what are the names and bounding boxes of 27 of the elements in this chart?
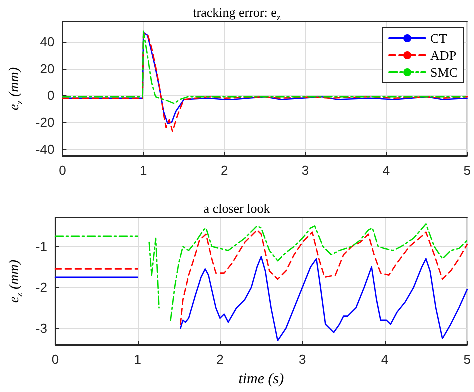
legend-label: SMC (430, 65, 458, 80)
x-tick-label: 2 (216, 352, 224, 367)
y-tick-label: 40 (40, 34, 55, 50)
x-tick-label: 5 (464, 352, 471, 367)
y-tick-label: -1 (36, 239, 48, 254)
y-tick-label: -2 (36, 280, 48, 296)
y-tick-label: 20 (40, 61, 55, 76)
legend-label: ADP (430, 48, 457, 63)
x-tick-label: 4 (381, 352, 389, 367)
x-tick-label: 5 (464, 163, 471, 178)
x-tick-label: 0 (59, 163, 66, 178)
y-tick-label: -20 (36, 115, 55, 130)
x-tick-label: 1 (134, 352, 142, 367)
x-axis-title: time (s) (238, 372, 284, 388)
y-tick-label: 0 (47, 88, 55, 104)
x-tick-label: 3 (298, 352, 306, 367)
x-tick-label: 2 (220, 163, 228, 178)
x-tick-label: 4 (382, 163, 390, 178)
legend-label: CT (430, 31, 448, 46)
y-tick-label: -3 (36, 321, 48, 336)
y-tick-label: -40 (36, 142, 55, 157)
x-tick-label: 1 (140, 163, 148, 178)
line-series (62, 30, 468, 104)
y-axis-title: ez (mm) (8, 260, 26, 304)
y-axis-title: ez (mm) (8, 67, 26, 111)
chart-title: a closer look (204, 201, 271, 216)
x-tick-label: 3 (302, 163, 310, 178)
